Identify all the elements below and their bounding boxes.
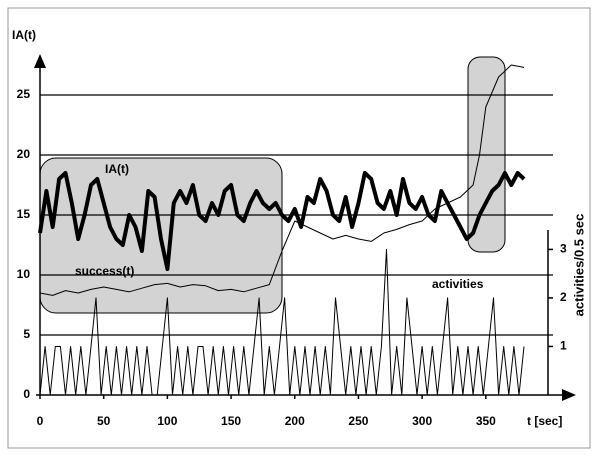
annotation: activities bbox=[432, 277, 484, 291]
annotation: success(t) bbox=[75, 264, 134, 278]
x-tick-label: 100 bbox=[157, 414, 177, 428]
x-axis-title: t [sec] bbox=[527, 414, 562, 428]
y-tick-label: 25 bbox=[17, 87, 31, 101]
y-tick-label: 15 bbox=[17, 207, 31, 221]
y2-tick-label: 1 bbox=[560, 339, 567, 353]
x-arrow bbox=[562, 389, 576, 401]
x-tick-label: 150 bbox=[221, 414, 241, 428]
frame bbox=[7, 7, 591, 449]
y-tick-label: 10 bbox=[17, 267, 31, 281]
series-line bbox=[38, 171, 526, 271]
y2-tick-label: 2 bbox=[560, 290, 567, 304]
x-tick-label: 300 bbox=[412, 414, 432, 428]
y-axis-title: IA(t) bbox=[12, 28, 36, 42]
y2-tick-label: 3 bbox=[560, 242, 567, 256]
y-tick-label: 0 bbox=[23, 387, 30, 401]
series-line bbox=[39, 248, 525, 396]
y-tick-label: 20 bbox=[17, 147, 31, 161]
x-tick-label: 0 bbox=[37, 414, 44, 428]
x-tick-label: 250 bbox=[348, 414, 368, 428]
y2-axis-title: activities/0.5 sec bbox=[571, 214, 586, 317]
x-tick-label: 350 bbox=[476, 414, 496, 428]
annotation: IA(t) bbox=[105, 162, 129, 176]
x-tick-label: 200 bbox=[285, 414, 305, 428]
y-arrow bbox=[34, 54, 46, 68]
x-tick-label: 50 bbox=[97, 414, 111, 428]
series-line bbox=[39, 64, 525, 296]
y-tick-label: 5 bbox=[23, 327, 30, 341]
